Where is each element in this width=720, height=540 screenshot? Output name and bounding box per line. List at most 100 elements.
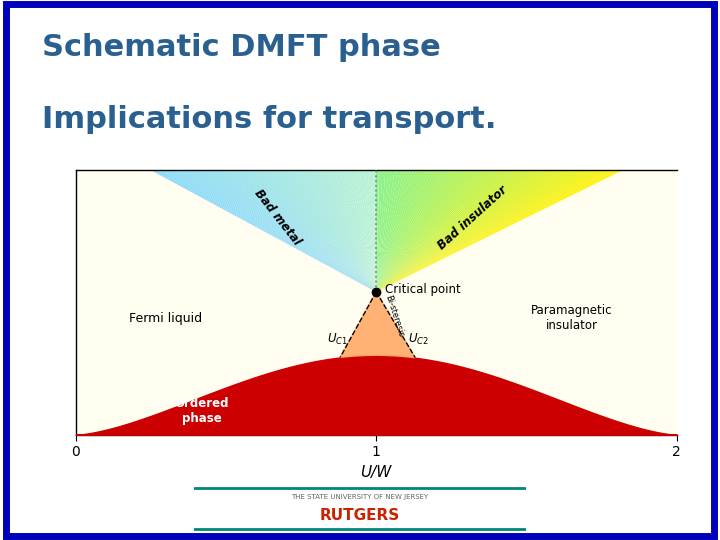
Polygon shape (314, 170, 376, 292)
Polygon shape (374, 170, 376, 292)
Text: Paramagnetic
insulator: Paramagnetic insulator (531, 304, 612, 332)
Polygon shape (376, 170, 623, 292)
Polygon shape (376, 170, 419, 292)
Polygon shape (376, 170, 481, 292)
Text: Ordered
phase: Ordered phase (175, 397, 229, 425)
Polygon shape (348, 170, 376, 292)
Polygon shape (376, 170, 515, 292)
Polygon shape (297, 170, 376, 292)
X-axis label: U/W: U/W (361, 465, 392, 480)
Polygon shape (150, 170, 376, 292)
Text: THE STATE UNIVERSITY OF NEW JERSEY: THE STATE UNIVERSITY OF NEW JERSEY (292, 494, 428, 501)
Polygon shape (210, 170, 376, 292)
Polygon shape (300, 170, 376, 292)
Polygon shape (181, 170, 376, 292)
Polygon shape (294, 170, 376, 292)
Polygon shape (376, 170, 462, 292)
Polygon shape (376, 170, 539, 292)
Polygon shape (168, 170, 376, 292)
Polygon shape (376, 170, 487, 292)
Polygon shape (376, 170, 423, 292)
Polygon shape (286, 170, 376, 292)
Polygon shape (376, 170, 444, 292)
Polygon shape (280, 170, 376, 292)
Polygon shape (238, 170, 376, 292)
Polygon shape (376, 170, 478, 292)
Polygon shape (303, 170, 376, 292)
Polygon shape (255, 170, 376, 292)
Polygon shape (193, 170, 376, 292)
Polygon shape (215, 170, 376, 292)
Polygon shape (376, 170, 620, 292)
Polygon shape (376, 170, 580, 292)
Polygon shape (376, 170, 428, 292)
Polygon shape (376, 170, 561, 292)
Polygon shape (376, 170, 521, 292)
Polygon shape (376, 170, 407, 292)
Polygon shape (376, 170, 611, 292)
Polygon shape (156, 170, 376, 292)
Polygon shape (376, 170, 453, 292)
Polygon shape (376, 170, 585, 292)
Polygon shape (337, 170, 376, 292)
Polygon shape (221, 170, 376, 292)
Polygon shape (376, 170, 598, 292)
FancyBboxPatch shape (76, 170, 677, 435)
Polygon shape (362, 170, 376, 292)
Polygon shape (376, 170, 601, 292)
Polygon shape (376, 170, 512, 292)
Polygon shape (376, 170, 536, 292)
Polygon shape (376, 170, 595, 292)
Polygon shape (196, 170, 376, 292)
Polygon shape (376, 170, 456, 292)
Polygon shape (272, 170, 376, 292)
Polygon shape (376, 170, 401, 292)
Polygon shape (204, 170, 376, 292)
Polygon shape (246, 170, 376, 292)
Polygon shape (376, 170, 534, 292)
Polygon shape (376, 170, 592, 292)
Polygon shape (376, 170, 426, 292)
Polygon shape (165, 170, 376, 292)
Polygon shape (376, 170, 438, 292)
Polygon shape (275, 170, 376, 292)
Polygon shape (235, 170, 376, 292)
Polygon shape (174, 170, 376, 292)
Polygon shape (261, 170, 376, 292)
Polygon shape (187, 170, 376, 292)
Polygon shape (230, 170, 376, 292)
Polygon shape (207, 170, 376, 292)
Polygon shape (323, 170, 376, 292)
Polygon shape (376, 170, 385, 292)
Polygon shape (376, 170, 530, 292)
Polygon shape (264, 170, 376, 292)
Polygon shape (376, 170, 505, 292)
Polygon shape (212, 170, 376, 292)
Polygon shape (359, 170, 376, 292)
Polygon shape (351, 170, 376, 292)
Polygon shape (241, 170, 376, 292)
Polygon shape (345, 170, 376, 292)
Polygon shape (376, 170, 518, 292)
Text: Implications for transport.: Implications for transport. (42, 105, 497, 133)
Text: Bad metal: Bad metal (251, 187, 303, 248)
Polygon shape (376, 170, 413, 292)
Polygon shape (325, 170, 376, 292)
Polygon shape (179, 170, 376, 292)
Polygon shape (354, 170, 376, 292)
Polygon shape (283, 170, 376, 292)
Polygon shape (258, 170, 376, 292)
Polygon shape (376, 170, 432, 292)
Polygon shape (343, 170, 376, 292)
Text: RUTGERS: RUTGERS (320, 508, 400, 523)
Polygon shape (289, 170, 376, 292)
Polygon shape (376, 170, 543, 292)
Polygon shape (224, 170, 376, 292)
Polygon shape (311, 170, 376, 292)
Polygon shape (269, 170, 376, 292)
Polygon shape (376, 170, 447, 292)
Polygon shape (368, 170, 376, 292)
Polygon shape (376, 170, 474, 292)
Text: Critical point: Critical point (385, 282, 461, 296)
Polygon shape (376, 170, 604, 292)
